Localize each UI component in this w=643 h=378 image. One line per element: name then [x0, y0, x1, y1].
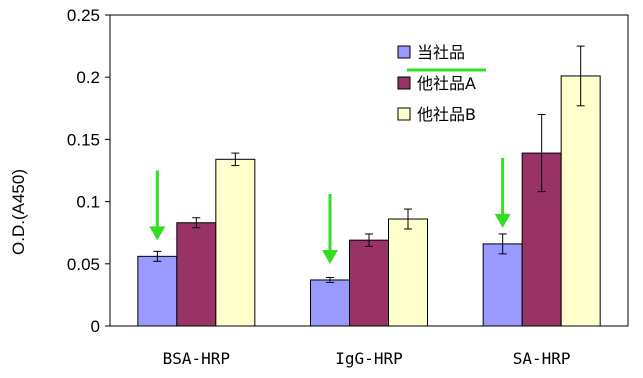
highlight-arrow-head — [322, 249, 338, 264]
bar — [349, 239, 389, 327]
bar — [388, 218, 428, 327]
legend-label: 他社品B — [417, 105, 476, 124]
highlight-arrow-head — [494, 213, 511, 228]
legend-label: 当社品 — [417, 43, 465, 62]
y-tick-label: 0.15 — [67, 130, 100, 149]
legend-swatch — [397, 107, 411, 121]
y-tick-label: 0.1 — [76, 193, 100, 212]
y-tick-label: 0.2 — [76, 68, 100, 87]
highlight-arrow-head — [149, 226, 166, 241]
x-category-label: BSA-HRP — [163, 349, 230, 368]
bar — [560, 75, 601, 327]
bar — [137, 255, 178, 327]
x-axis-category-labels: BSA-HRP IgG-HRP SA-HRP — [163, 349, 571, 368]
x-category-label: SA-HRP — [513, 349, 571, 368]
bar — [310, 279, 350, 327]
legend-swatch — [397, 45, 411, 59]
x-category-label: IgG-HRP — [335, 349, 402, 368]
y-axis: 0 0.05 0.1 0.15 0.2 0.25 — [67, 6, 110, 336]
bar — [215, 158, 256, 327]
bar — [482, 243, 523, 327]
y-tick-label: 0.25 — [67, 6, 100, 25]
bar — [176, 222, 217, 327]
bars-layer — [137, 75, 601, 327]
legend-label: 他社品A — [417, 74, 476, 93]
y-tick-label: 0.05 — [67, 255, 100, 274]
legend-swatch — [397, 76, 411, 90]
error-bars-layer — [153, 45, 585, 283]
highlight-arrows-layer — [149, 157, 511, 264]
y-tick-label: 0 — [91, 317, 100, 336]
y-axis-title: O.D.(A450) — [9, 169, 28, 255]
